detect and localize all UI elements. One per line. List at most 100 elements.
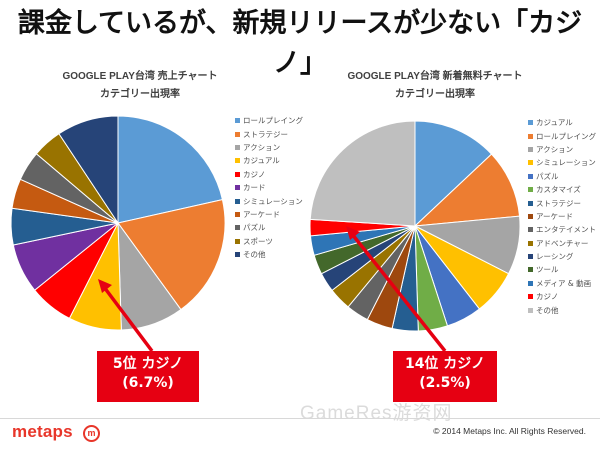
chart1-legend-label: カード (243, 183, 266, 193)
chart1-legend-swatch (235, 171, 240, 177)
chart1-legend-swatch (235, 131, 240, 137)
pie2-slice-14 (309, 120, 416, 227)
chart1-legend-item: スポーツ (235, 235, 303, 248)
callout-arrow-1 (102, 285, 154, 353)
chart2-legend-item: ストラテジー (528, 196, 596, 209)
chart1-legend-label: カジュアル (243, 156, 280, 166)
chart1-legend-item: カジノ (235, 168, 303, 181)
chart2-legend-item: パズル (528, 170, 596, 183)
copyright-text: © 2014 Metaps Inc. All Rights Reserved. (433, 426, 586, 436)
footer-divider (0, 418, 600, 419)
chart2-legend-swatch (528, 280, 533, 286)
pie1-slice-1 (117, 199, 226, 311)
callout-casino-new-share: (2.5%) (419, 375, 471, 391)
chart1-legend-item: アーケード (235, 208, 303, 221)
pie-chart-sales (10, 115, 226, 331)
chart2-legend-swatch (528, 133, 533, 139)
chart1-legend-label: スポーツ (243, 236, 273, 246)
chart2-title: GOOGLE PLAY台湾 新着無料チャート (347, 71, 523, 82)
chart2-legend-item: カスタマイズ (528, 183, 596, 196)
chart1-legend-label: アーケード (243, 209, 281, 219)
chart2-legend-swatch (528, 120, 533, 126)
pie1-slice-0 (117, 115, 224, 224)
callout-casino-sales-rank: 5位 カジノ (112, 356, 184, 372)
chart2-legend-label: アーケード (536, 211, 574, 221)
chart1-legend: ロールプレイング ストラテジーアクションカジュアルカジノカードシミュレーション アー… (235, 114, 303, 261)
chart2-subtitle: カテゴリー出現率 (395, 89, 475, 100)
chart1-legend-item: パズル (235, 221, 303, 234)
chart2-legend-item: アクション (528, 143, 596, 156)
chart1-legend-label: ストラテジー (243, 129, 288, 139)
callout-arrowhead-2 (346, 226, 360, 240)
callout-casino-new: 14位 カジノ (2.5%) (393, 351, 497, 402)
chart2-legend-swatch (528, 294, 533, 300)
chart1-legend-swatch (235, 238, 240, 244)
chart1-legend-swatch (235, 211, 240, 217)
metaps-logo: metaps (12, 422, 73, 441)
chart2-legend-label: ストラテジー (536, 198, 581, 208)
chart2-legend-label: レーシング (536, 252, 574, 262)
chart2-legend-label: エンタテイメント (536, 225, 596, 235)
chart2-legend-swatch (528, 227, 533, 233)
chart2-legend-label: メディア & 動画 (536, 278, 592, 288)
chart1-legend-item: カジュアル (235, 154, 303, 167)
chart2-legend-label: パズル (536, 171, 559, 181)
chart1-legend-label: シミュレーション (243, 196, 303, 206)
chart2-legend-label: アクション (536, 144, 574, 154)
chart2-legend-item: カジュアル (528, 116, 596, 129)
chart2-legend-label: ロールプレイング (536, 131, 596, 141)
chart2-legend-item: その他 (528, 303, 596, 316)
chart1-legend-label: その他 (243, 250, 266, 260)
chart2-legend-label: シミュレーション (536, 158, 596, 168)
chart1-legend-swatch (235, 198, 240, 204)
chart1-legend-item: ストラテジー (235, 127, 303, 140)
chart2-legend-swatch (528, 254, 533, 260)
chart2-legend-item: レーシング (528, 250, 596, 263)
chart2-legend-item: エンタテイメント (528, 223, 596, 236)
chart1-legend-label: パズル (243, 223, 266, 233)
chart2-legend-label: その他 (536, 305, 559, 315)
pie-chart-new-free (309, 120, 521, 332)
chart1-legend-swatch (235, 144, 240, 150)
callout-arrows (98, 226, 447, 353)
pie2-slice-0 (414, 120, 493, 228)
chart2-legend-item: シミュレーション (528, 156, 596, 169)
chart1-legend-swatch (235, 185, 240, 191)
slide-title: 課金しているが、新規リリースが少ない「カジノ」 (17, 8, 583, 79)
chart2-legend-swatch (528, 173, 533, 179)
chart1-legend-item: カード (235, 181, 303, 194)
chart2-legend-item: メディア & 動画 (528, 277, 596, 290)
chart1-legend-swatch (235, 118, 240, 124)
chart1-subtitle: カテゴリー出現率 (100, 89, 180, 100)
chart2-legend-item: ロールプレイング (528, 129, 596, 142)
chart1-legend-swatch (235, 252, 240, 258)
callout-casino-sales-share: (6.7%) (122, 375, 174, 391)
pie2-slice-1 (413, 153, 521, 227)
chart2-legend-swatch (528, 200, 533, 206)
callout-casino-new-rank: 14位 カジノ (404, 356, 486, 372)
chart2-legend-item: アーケード (528, 210, 596, 223)
chart2-legend-swatch (528, 240, 533, 246)
chart2-legend-swatch (528, 187, 533, 193)
chart2-legend-swatch (528, 307, 533, 313)
metaps-logo-mark: m (83, 425, 100, 442)
chart1-legend-swatch (235, 158, 240, 164)
watermark: GameRes游资网 (300, 403, 453, 424)
chart1-legend-item: ロールプレイング (235, 114, 303, 127)
chart2-legend-item: アドベンチャー (528, 237, 596, 250)
callout-casino-sales: 5位 カジノ (6.7%) (97, 351, 199, 402)
chart2-legend-item: ツール (528, 263, 596, 276)
chart2-legend-item: カジノ (528, 290, 596, 303)
chart2-legend-label: ツール (536, 265, 559, 275)
chart2-legend-swatch (528, 160, 533, 166)
chart1-legend-label: ロールプレイング (243, 116, 303, 126)
chart2-legend-swatch (528, 213, 533, 219)
callout-arrowhead-1 (98, 279, 112, 293)
chart1-legend-label: カジノ (243, 169, 266, 179)
chart2-legend-swatch (528, 267, 533, 273)
chart2-legend-label: カジノ (536, 292, 559, 302)
chart1-legend-item: アクション (235, 141, 303, 154)
chart1-legend-swatch (235, 225, 240, 231)
chart1-legend-item: その他 (235, 248, 303, 261)
